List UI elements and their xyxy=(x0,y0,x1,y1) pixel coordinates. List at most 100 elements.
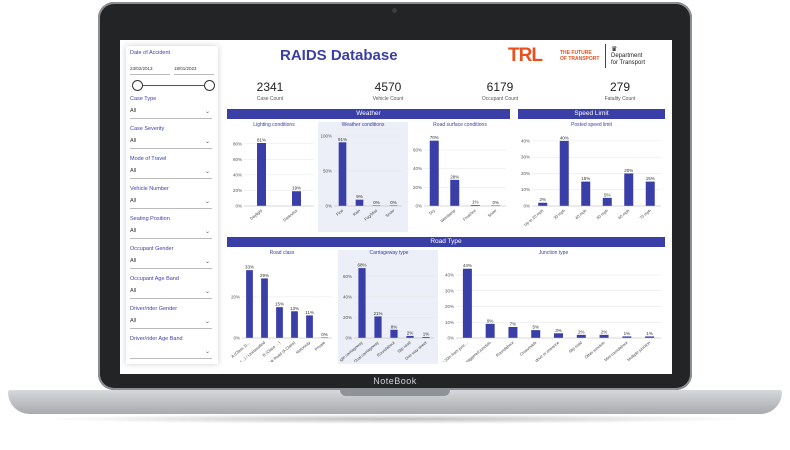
carriageway-bar[interactable] xyxy=(390,329,398,338)
junction-y-tick: 20% xyxy=(445,304,454,309)
carriageway-chart: 0%20%40%60%68%single carriageway21%Dual … xyxy=(340,263,434,362)
lighting-y-tick: 40% xyxy=(233,172,242,177)
weather-chart-highlight xyxy=(318,122,408,232)
speed-limit-data-label: 40% xyxy=(560,135,569,140)
junction-bar[interactable] xyxy=(508,326,518,338)
section-road-type: Road Type xyxy=(227,237,665,247)
filter-dropdown-value: All xyxy=(130,198,137,204)
weather-bar[interactable] xyxy=(338,142,347,206)
speed-limit-bar[interactable] xyxy=(602,197,612,206)
road-surface-chart-title: Road surface conditions xyxy=(433,122,487,128)
junction-category-label: Slip road xyxy=(568,340,583,354)
junction-bar[interactable] xyxy=(462,268,472,338)
speed-limit-data-label: 15% xyxy=(646,176,655,181)
junction-data-label: 1% xyxy=(624,331,631,336)
junction-bar[interactable] xyxy=(531,330,541,338)
lighting-bar[interactable] xyxy=(292,191,301,206)
chevron-down-icon: ⌄ xyxy=(204,319,210,325)
chevron-down-icon: ⌄ xyxy=(204,169,210,175)
road-class-category-label: Motorway xyxy=(295,340,312,355)
speed-limit-bar[interactable] xyxy=(581,181,591,206)
speed-limit-y-tick: 30% xyxy=(521,155,530,160)
filter-dropdown[interactable]: All ⌄ xyxy=(130,318,212,329)
speed-limit-bar[interactable] xyxy=(624,173,634,206)
carriageway-category-label: Roundabout xyxy=(376,339,397,357)
road-class-chart: 0%20%33%A (Class 1)…29%C (Class I…) / Un… xyxy=(228,265,332,362)
junction-y-tick: 10% xyxy=(445,320,454,325)
filter-dropdown[interactable]: All ⌄ xyxy=(130,168,212,179)
junction-data-label: 2% xyxy=(578,329,585,334)
road-surface-data-label: 0% xyxy=(492,200,499,205)
road-surface-bar[interactable] xyxy=(429,140,439,206)
date-to-input[interactable]: 18/01/2023 xyxy=(174,66,214,75)
filter-dropdown-value: All xyxy=(130,168,137,174)
filter-label: Occupant Age Band xyxy=(130,276,179,282)
road-class-bar[interactable] xyxy=(261,278,268,338)
weather-category-label: Fog/Mist xyxy=(363,207,379,221)
trl-tagline: THE FUTURE OF TRANSPORT xyxy=(560,50,599,62)
road-class-bar[interactable] xyxy=(321,337,328,338)
speed-limit-bar[interactable] xyxy=(538,202,548,206)
date-slider-end-handle[interactable] xyxy=(204,80,215,91)
road-class-bar[interactable] xyxy=(306,315,313,338)
speed-limit-bar[interactable] xyxy=(559,140,569,206)
weather-bar[interactable] xyxy=(389,205,398,206)
lighting-y-tick: 0% xyxy=(235,204,242,209)
speed-limit-y-tick: 40% xyxy=(521,138,530,143)
junction-bar[interactable] xyxy=(576,334,586,338)
road-class-data-label: 13% xyxy=(290,306,299,311)
carriageway-bar[interactable] xyxy=(358,268,366,338)
date-slider-track[interactable] xyxy=(136,85,208,86)
road-surface-bar[interactable] xyxy=(450,179,460,206)
road-class-data-label: 11% xyxy=(305,310,314,315)
date-from-input[interactable]: 23/02/2013 xyxy=(130,66,170,75)
filter-dropdown[interactable]: All ⌄ xyxy=(130,138,212,149)
kpi-fatality-count-label: Fatality Count xyxy=(604,96,636,102)
carriageway-data-label: 2% xyxy=(407,330,414,335)
carriageway-bar[interactable] xyxy=(406,335,414,338)
road-surface-category-label: Wet/damp xyxy=(439,207,457,223)
filter-dropdown[interactable]: ⌄ xyxy=(130,348,212,359)
kpi-case-count-value: 2341 xyxy=(256,80,284,94)
speed-limit-category-label: 40 mph xyxy=(574,208,587,220)
carriageway-bar[interactable] xyxy=(374,316,382,338)
dashboard-screen: Date of Accident 23/02/2013 18/01/2023 C… xyxy=(120,40,672,374)
weather-bar[interactable] xyxy=(355,199,364,206)
junction-bar[interactable] xyxy=(485,323,495,338)
filter-label: Seating Position xyxy=(130,216,170,222)
road-class-bar[interactable] xyxy=(276,307,283,338)
junction-bar[interactable] xyxy=(599,334,609,338)
filter-dropdown[interactable]: All ⌄ xyxy=(130,228,212,239)
lighting-bar[interactable] xyxy=(257,143,266,206)
date-label: Date of Accident xyxy=(130,50,171,56)
carriageway-data-label: 21% xyxy=(373,311,382,316)
junction-bar[interactable] xyxy=(622,336,632,338)
road-class-bar[interactable] xyxy=(246,270,253,338)
filter-dropdown[interactable]: All ⌄ xyxy=(130,108,212,119)
speed-limit-bar[interactable] xyxy=(645,181,655,206)
road-class-data-label: 29% xyxy=(260,273,269,278)
filter-dropdown[interactable]: All ⌄ xyxy=(130,288,212,299)
page-title: RAIDS Database xyxy=(280,47,398,64)
date-slider-start-handle[interactable] xyxy=(132,80,143,91)
filter-dropdown[interactable]: All ⌄ xyxy=(130,198,212,209)
carriageway-y-tick: 60% xyxy=(343,274,352,279)
road-surface-bar[interactable] xyxy=(491,205,501,206)
road-surface-y-tick: 60% xyxy=(413,148,422,153)
carriageway-data-label: 1% xyxy=(423,331,430,336)
junction-bar[interactable] xyxy=(645,336,655,338)
weather-y-tick: 0% xyxy=(325,204,332,209)
speed-limit-chart: 0% 10% 20% 30% 40% 2% Up to 20 mph 40% 30 mph 15%… xyxy=(521,135,661,227)
weather-y-tick: 50% xyxy=(323,169,332,174)
chevron-down-icon: ⌄ xyxy=(204,349,210,355)
filter-dropdown[interactable]: All ⌄ xyxy=(130,258,212,269)
junction-category-label: Multiple junction xyxy=(626,340,651,362)
junction-bar[interactable] xyxy=(554,333,563,338)
junction-y-tick: 30% xyxy=(445,288,454,293)
carriageway-bar[interactable] xyxy=(422,336,430,338)
road-class-bar[interactable] xyxy=(291,311,298,338)
junction-data-label: 7% xyxy=(510,321,517,326)
road-surface-bar[interactable] xyxy=(470,205,480,206)
filter-label: Vehicle Number xyxy=(130,186,169,192)
weather-bar[interactable] xyxy=(372,205,381,206)
